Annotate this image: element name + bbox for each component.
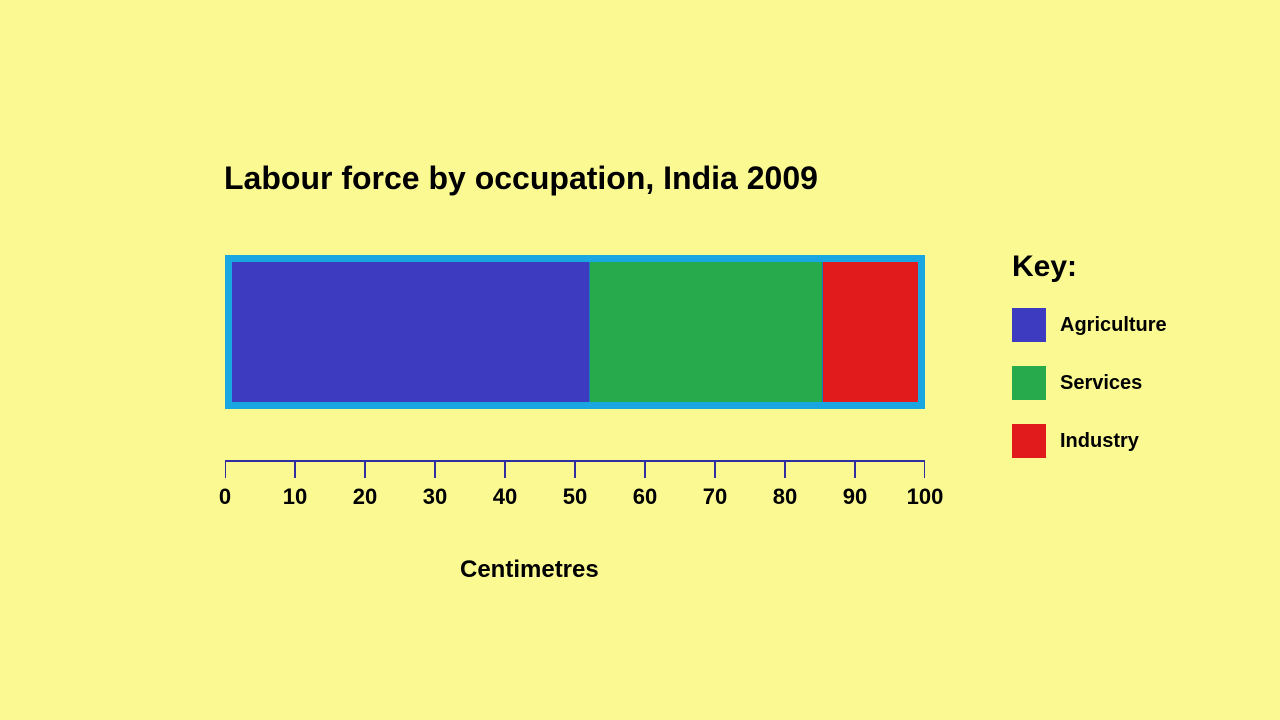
bar-divider bbox=[589, 262, 590, 402]
chart-title: Labour force by occupation, India 2009 bbox=[224, 160, 818, 197]
chart-canvas: Labour force by occupation, India 2009 0… bbox=[0, 0, 1280, 720]
bar-segment-services bbox=[589, 262, 822, 402]
ruler-tick-label: 0 bbox=[219, 484, 231, 510]
legend-item: Services bbox=[1012, 366, 1167, 400]
legend-label: Industry bbox=[1060, 430, 1139, 453]
legend-label: Agriculture bbox=[1060, 314, 1167, 337]
ruler-tick-label: 40 bbox=[493, 484, 517, 510]
legend-items: Agriculture Services Industry bbox=[1012, 308, 1167, 458]
stacked-bar-inner bbox=[232, 262, 918, 402]
ruler-tick-label: 10 bbox=[283, 484, 307, 510]
ruler: 0102030405060708090100 bbox=[225, 460, 925, 480]
bar-segment-industry bbox=[822, 262, 918, 402]
ruler-tick-label: 70 bbox=[703, 484, 727, 510]
ruler-tick-label: 90 bbox=[843, 484, 867, 510]
legend-item: Agriculture bbox=[1012, 308, 1167, 342]
legend: Key: Agriculture Services Industry bbox=[1012, 250, 1167, 482]
legend-swatch bbox=[1012, 308, 1046, 342]
ruler-tick-label: 60 bbox=[633, 484, 657, 510]
ruler-labels: 0102030405060708090100 bbox=[225, 484, 925, 512]
stacked-bar bbox=[225, 255, 925, 409]
ruler-tick-label: 100 bbox=[907, 484, 944, 510]
ruler-tick-label: 50 bbox=[563, 484, 587, 510]
axis-label: Centimetres bbox=[460, 556, 599, 584]
ruler-tick-label: 20 bbox=[353, 484, 377, 510]
legend-title: Key: bbox=[1012, 250, 1167, 284]
legend-label: Services bbox=[1060, 372, 1142, 395]
ruler-tick-label: 80 bbox=[773, 484, 797, 510]
bar-divider bbox=[822, 262, 823, 402]
bar-segment-agriculture bbox=[232, 262, 589, 402]
legend-item: Industry bbox=[1012, 424, 1167, 458]
legend-swatch bbox=[1012, 366, 1046, 400]
legend-swatch bbox=[1012, 424, 1046, 458]
ruler-tick-label: 30 bbox=[423, 484, 447, 510]
